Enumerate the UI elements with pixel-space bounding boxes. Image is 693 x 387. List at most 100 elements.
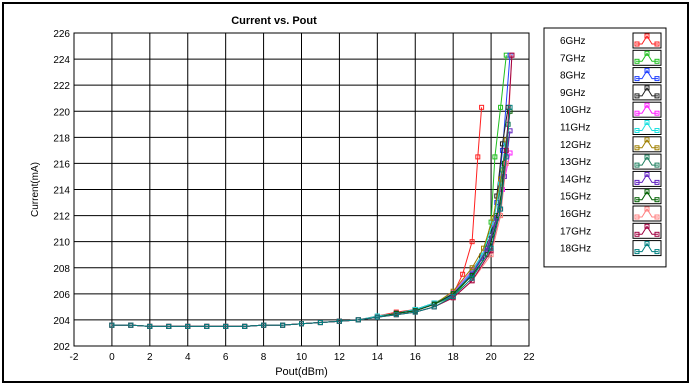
legend-label: 12GHz <box>560 140 591 151</box>
legend-label: 17GHz <box>560 226 591 237</box>
x-tick-label: 4 <box>185 352 191 363</box>
legend-swatch-line <box>636 173 658 183</box>
x-tick-label: 22 <box>523 352 535 363</box>
series-line <box>111 152 511 327</box>
data-point <box>336 318 342 324</box>
data-point <box>128 322 134 328</box>
legend-swatch-marker <box>634 179 640 185</box>
x-tick-label: 6 <box>223 352 229 363</box>
legend-swatch-line <box>636 121 658 131</box>
legend-swatch-line <box>636 52 658 62</box>
x-tick-label: 12 <box>334 352 346 363</box>
y-tick-label: 218 <box>53 133 70 144</box>
y-tick-label: 204 <box>53 316 70 327</box>
legend-swatch-marker <box>654 41 660 47</box>
data-point <box>261 322 267 328</box>
legend-swatch-line <box>636 69 658 80</box>
legend-label: 11GHz <box>560 123 590 134</box>
plot-border <box>73 32 530 347</box>
legend-swatch-marker <box>654 110 660 116</box>
chart-title: Current vs. Pout <box>231 15 317 27</box>
data-point <box>479 104 485 110</box>
data-point <box>109 322 115 328</box>
legend-swatch-marker <box>634 93 640 99</box>
y-tick-label: 202 <box>53 342 70 353</box>
legend-swatch-marker <box>634 231 640 237</box>
data-point <box>460 271 466 277</box>
legend-swatch-marker <box>634 214 640 220</box>
legend-swatch-marker <box>654 58 660 64</box>
legend-swatch-marker <box>634 110 640 116</box>
legend-swatch-line <box>636 225 658 235</box>
x-tick-label: 16 <box>410 352 422 363</box>
legend-swatch-marker <box>634 145 640 151</box>
data-point <box>393 312 399 318</box>
legend-entry: 6GHz <box>560 32 662 49</box>
data-point <box>431 304 437 310</box>
data-point <box>469 265 475 271</box>
legend-swatch-marker <box>634 76 640 82</box>
data-point <box>492 154 498 160</box>
data-point <box>147 323 153 329</box>
legend-entry: 16GHz <box>560 205 662 222</box>
legend-label: 8GHz <box>560 71 586 82</box>
legend-swatch-line <box>636 156 658 166</box>
legend-swatch-marker <box>644 120 650 125</box>
data-point <box>503 154 509 160</box>
x-axis-label: Pout(dBm) <box>275 366 328 378</box>
legend-swatch-marker <box>644 189 650 195</box>
chart-frame: -2 0 2 4 6 8 10 12 14 16 18 20 22 202 204 206 208 210 212 2… <box>2 2 689 383</box>
legend-label: 18GHz <box>560 244 591 255</box>
legend-swatch-marker <box>654 179 660 185</box>
legend-label: 6GHz <box>560 36 586 47</box>
legend-swatch-marker <box>644 50 650 56</box>
data-point <box>475 154 481 160</box>
data-point <box>299 321 304 327</box>
y-tick-label: 212 <box>53 212 70 223</box>
legend-label: 10GHz <box>560 105 591 116</box>
x-tick-label: 8 <box>261 352 267 363</box>
x-tick-label: 18 <box>448 352 460 363</box>
legend-label: 9GHz <box>560 88 586 99</box>
chart-svg: -2 0 2 4 6 8 10 12 14 16 18 20 22 202 204 206 208 210 212 2… <box>30 15 667 378</box>
data-point <box>450 293 456 299</box>
data-point <box>242 323 248 329</box>
legend-swatch-line <box>636 138 658 149</box>
data-point <box>280 322 286 328</box>
data-point <box>469 275 475 281</box>
legend-swatch-marker <box>654 76 660 82</box>
legend-label: 7GHz <box>560 53 586 64</box>
legend-swatch-marker <box>654 249 660 255</box>
y-tick-label: 226 <box>53 29 70 40</box>
tick-labels: -2 0 2 4 6 8 10 12 14 16 18 20 22 202 204 206 208 210 212 2… <box>53 29 535 363</box>
legend-entry: 17GHz <box>560 222 662 239</box>
data-point <box>317 320 323 326</box>
y-tick-label: 220 <box>53 107 70 118</box>
legend-swatch-marker <box>634 41 640 47</box>
series-line <box>111 55 511 327</box>
legend-swatch-line <box>636 86 658 97</box>
legend-swatch-line <box>636 190 658 201</box>
data-point <box>469 239 475 245</box>
legend-swatch-marker <box>634 162 640 168</box>
y-tick-label: 206 <box>53 290 70 301</box>
legend-entry: 15GHz <box>560 188 662 205</box>
grid <box>73 32 530 347</box>
legend-swatch-marker <box>654 145 660 151</box>
y-axis-label: Current(mA) <box>30 162 41 217</box>
legend-swatch-marker <box>654 162 660 168</box>
x-tick-label: 2 <box>147 352 153 363</box>
x-tick-label: 20 <box>486 352 498 363</box>
x-tick-label: 0 <box>109 352 115 363</box>
legend-swatch-marker <box>654 93 660 99</box>
legend-swatch-line <box>636 104 658 114</box>
legend-entry: 14GHz <box>560 170 662 187</box>
y-tick-label: 222 <box>53 81 70 92</box>
data-point <box>355 317 361 323</box>
data-point <box>507 150 513 156</box>
legend-swatch-marker <box>654 214 660 220</box>
data-point <box>498 104 504 110</box>
y-tick-label: 216 <box>53 159 70 170</box>
legend-swatch-marker <box>654 128 660 133</box>
data-point <box>204 323 210 329</box>
